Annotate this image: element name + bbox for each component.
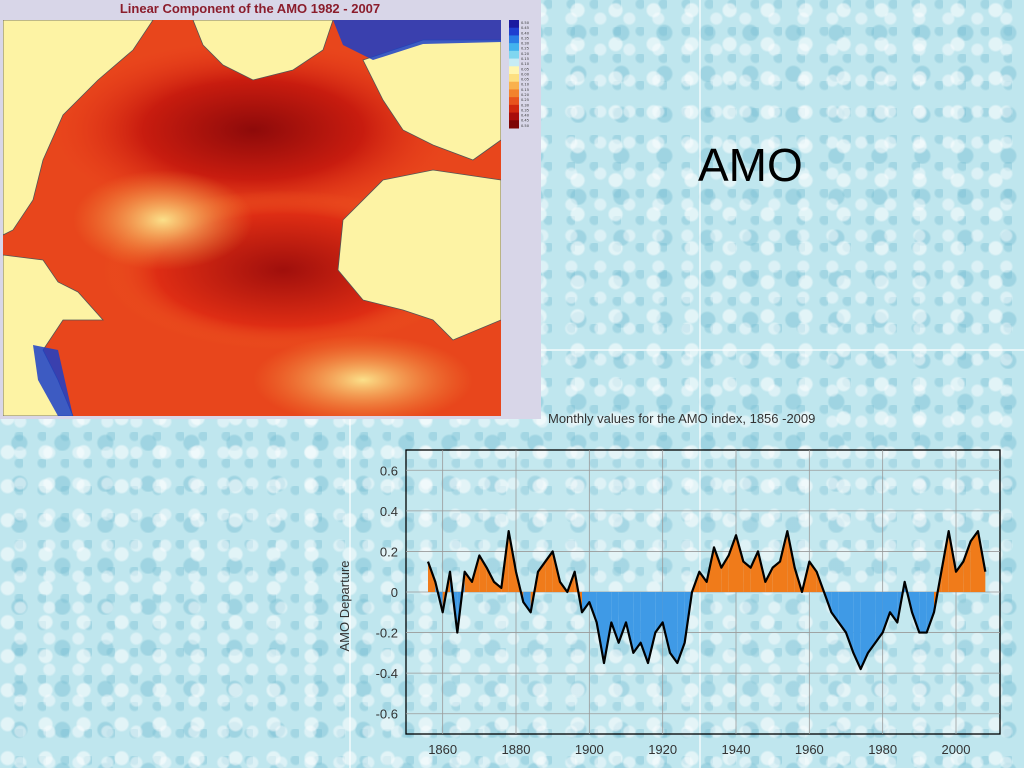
x-tick-label: 1920 xyxy=(648,742,677,757)
colorbar-swatch xyxy=(509,74,519,82)
colorbar-label: 0.45 xyxy=(521,119,529,123)
negative-anomaly-area xyxy=(919,592,926,633)
colorbar-label: 0.25 xyxy=(521,98,529,102)
map-title: Linear Component of the AMO 1982 - 2007 xyxy=(0,0,500,20)
colorbar-label: 0.05 xyxy=(521,67,529,71)
colorbar-label: 0.15 xyxy=(521,57,529,61)
colorbar-label: 0.25 xyxy=(521,47,529,51)
colorbar-label: 0.40 xyxy=(521,114,530,118)
colorbar-label: 0.10 xyxy=(521,83,530,87)
colorbar-swatch xyxy=(509,89,519,97)
colorbar-swatch xyxy=(509,51,519,59)
colorbar-label: 0.35 xyxy=(521,36,529,40)
x-tick-label: 2000 xyxy=(942,742,971,757)
colorbar-swatch xyxy=(509,35,519,43)
colorbar-swatch xyxy=(509,43,519,51)
y-axis-label: AMO Departure xyxy=(337,560,352,651)
colorbar-label: 0.50 xyxy=(521,21,530,25)
y-tick-labels: 0.6 0.4 0.2 0 -0.2 -0.4 -0.6 xyxy=(376,463,398,721)
x-tick-labels: 1860 1880 1900 1920 1940 1960 1980 2000 xyxy=(428,742,970,757)
colorbar-label: 0.40 xyxy=(521,31,530,35)
y-tick-label: 0.6 xyxy=(380,463,398,478)
y-tick-label: 0 xyxy=(391,585,398,600)
x-tick-label: 1980 xyxy=(868,742,897,757)
slide-title: AMO xyxy=(698,138,803,192)
colorbar-label: 0.05 xyxy=(521,78,529,82)
sst-trend-map: 0.500.450.400.350.300.250.200.150.100.05… xyxy=(3,20,541,416)
y-tick-label: -0.2 xyxy=(376,626,398,641)
y-tick-label: 0.2 xyxy=(380,544,398,559)
colorbar-label: 0.45 xyxy=(521,26,529,30)
colorbar-swatch xyxy=(509,105,519,113)
colorbar-swatch xyxy=(509,120,519,128)
chart-title: Monthly values for the AMO index, 1856 -… xyxy=(548,411,815,426)
amo-index-chart: 1860 1880 1900 1920 1940 1960 1980 2000 0.60.40… xyxy=(330,436,1020,768)
colorbar-swatch xyxy=(509,28,519,36)
colorbar-label: 0.10 xyxy=(521,62,530,66)
negative-anomaly-area xyxy=(670,592,677,663)
x-tick-label: 1960 xyxy=(795,742,824,757)
sst-map-panel: Linear Component of the AMO 1982 - 2007 xyxy=(0,0,541,419)
y-tick-label: -0.4 xyxy=(376,666,398,681)
colorbar-label: 0.50 xyxy=(521,124,530,128)
colorbar-swatch xyxy=(509,20,519,28)
x-tick-label: 1940 xyxy=(722,742,751,757)
colorbar-swatch xyxy=(509,66,519,74)
colorbar-label: 0.20 xyxy=(521,52,530,56)
colorbar-label: 0.30 xyxy=(521,42,530,46)
colorbar-swatch xyxy=(509,97,519,105)
colorbar-label: 0.15 xyxy=(521,88,529,92)
colorbar-label: 0.30 xyxy=(521,103,530,107)
colorbar-swatch xyxy=(509,59,519,67)
colorbar-label: 0.20 xyxy=(521,93,530,97)
y-tick-label: 0.4 xyxy=(380,504,398,519)
colorbar-swatch xyxy=(509,113,519,121)
colorbar-label: 0.00 xyxy=(521,72,530,76)
y-tick-label: -0.6 xyxy=(376,707,398,722)
x-tick-label: 1860 xyxy=(428,742,457,757)
colorbar-label: 0.35 xyxy=(521,108,529,112)
x-tick-label: 1900 xyxy=(575,742,604,757)
x-tick-label: 1880 xyxy=(502,742,531,757)
colorbar-swatch xyxy=(509,82,519,90)
sargasso-patch xyxy=(73,170,253,270)
